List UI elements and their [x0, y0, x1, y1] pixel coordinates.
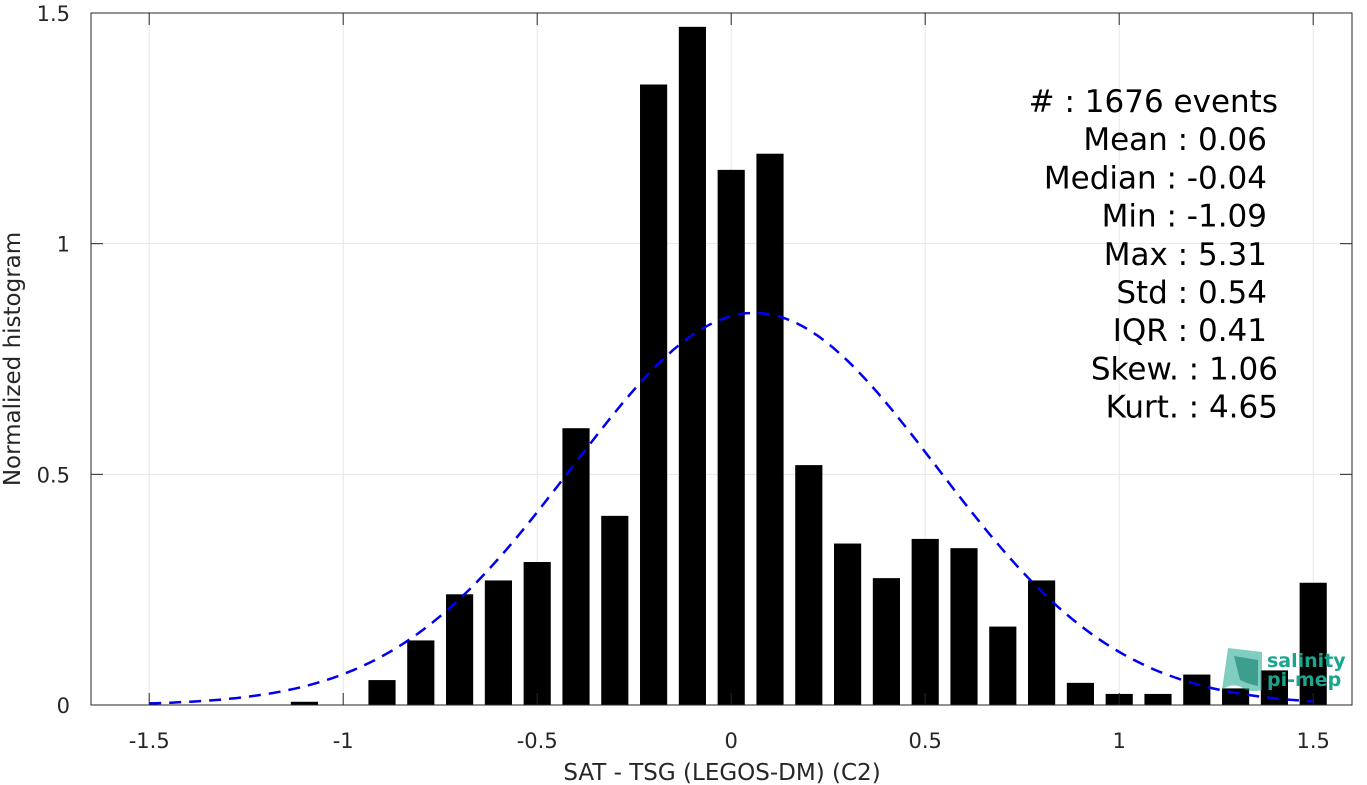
histogram-bar [1144, 693, 1172, 705]
histogram-bar [834, 543, 862, 705]
logo-text-line2: pi-mep [1267, 669, 1341, 691]
histogram-bar [523, 561, 551, 705]
x-tick-label: -1.5 [129, 729, 170, 753]
x-tick-label: -1 [333, 729, 354, 753]
stat-line: Min : -1.09 [1102, 199, 1267, 235]
stat-line: Max : 5.31 [1104, 237, 1267, 273]
histogram-bar [640, 84, 668, 706]
y-axis-label: Normalized histogram [0, 232, 26, 486]
histogram-bar [484, 580, 512, 705]
histogram-bars [290, 26, 1327, 706]
histogram-bar [1222, 688, 1250, 705]
histogram-bar [368, 680, 396, 705]
x-tick-label: -0.5 [517, 729, 558, 753]
stat-line: # : 1676 events [1029, 84, 1278, 120]
stat-line: Mean : 0.06 [1083, 122, 1267, 158]
salinity-pimep-logo: salinity pi-mep [1222, 648, 1346, 692]
x-axis-label: SAT - TSG (LEGOS-DM) (C2) [563, 760, 880, 785]
stat-line: Skew. : 1.06 [1091, 351, 1278, 387]
stat-line: Kurt. : 4.65 [1106, 390, 1278, 426]
y-tick-label: 0.5 [37, 463, 70, 487]
x-tick-label: 0.5 [908, 729, 941, 753]
histogram-bar [795, 465, 823, 705]
histogram-bar [601, 515, 629, 705]
y-tick-label: 0 [57, 694, 70, 718]
stat-line: Median : -0.04 [1044, 160, 1267, 196]
histogram-bar [1066, 682, 1094, 705]
histogram-bar [872, 578, 900, 705]
stat-line: Std : 0.54 [1116, 275, 1267, 311]
histogram-bar [290, 701, 318, 705]
x-tick-label: 0 [725, 729, 738, 753]
x-tick-label: 1 [1113, 729, 1126, 753]
histogram-bar [678, 26, 706, 705]
histogram-bar [717, 169, 745, 705]
x-tick-label: 1.5 [1296, 729, 1329, 753]
histogram-bar [562, 428, 590, 705]
logo-wave-shape-2 [1234, 656, 1258, 686]
histogram-bar [446, 594, 474, 705]
histogram-bar [1183, 674, 1211, 705]
histogram-bar [989, 626, 1017, 705]
plot-frame [90, 12, 1353, 706]
histogram-bar [1028, 580, 1056, 705]
y-tick-label: 1 [57, 233, 70, 257]
histogram-bar [407, 640, 435, 705]
logo-text-line1: salinity [1267, 650, 1346, 672]
axes: -1.5 -1 -0.5 0 0.5 1 1.5 0 0.5 1 1.5 [37, 2, 1353, 753]
gaussian-fit-curve [149, 311, 1314, 705]
stat-line: IQR : 0.41 [1113, 313, 1267, 349]
histogram-bar [950, 548, 978, 705]
histogram-bar [1299, 582, 1327, 705]
y-tick-label: 1.5 [37, 2, 70, 26]
histogram-bar [756, 153, 784, 705]
histogram-bar [911, 538, 939, 705]
